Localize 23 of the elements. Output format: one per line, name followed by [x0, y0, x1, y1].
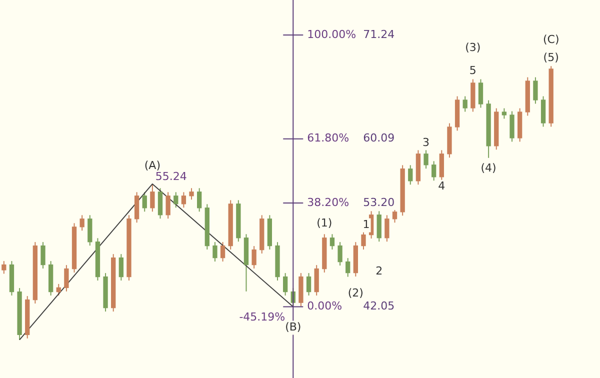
annotation: (1)	[316, 216, 332, 230]
annotation: 55.24	[155, 170, 187, 183]
y-tick-label: 42.05	[363, 300, 395, 313]
annotation: 100.00%	[307, 28, 356, 41]
annotation: 5	[469, 64, 476, 77]
y-tick-label: 71.24	[363, 28, 395, 41]
annotation: 3	[422, 136, 430, 149]
annotation: (A)	[144, 158, 160, 172]
y-tick-label: 53.20	[363, 196, 395, 209]
annotation: (C)	[542, 32, 560, 46]
annotation: 38.20%	[307, 196, 350, 209]
annotation: (4)	[480, 162, 496, 175]
annotation: 1	[362, 218, 370, 232]
annotation: 61.80%	[307, 132, 350, 145]
annotation: (3)	[465, 40, 481, 54]
annotation: 0.00%	[307, 300, 342, 313]
annotation: (2)	[348, 286, 364, 300]
annotation: (5)	[543, 50, 559, 64]
annotation: -45.19%	[239, 310, 286, 324]
annotation: (B)	[285, 320, 302, 334]
y-tick-label: 60.09	[363, 132, 395, 145]
annotation: 4	[438, 180, 446, 193]
annotation: 2	[376, 264, 383, 278]
